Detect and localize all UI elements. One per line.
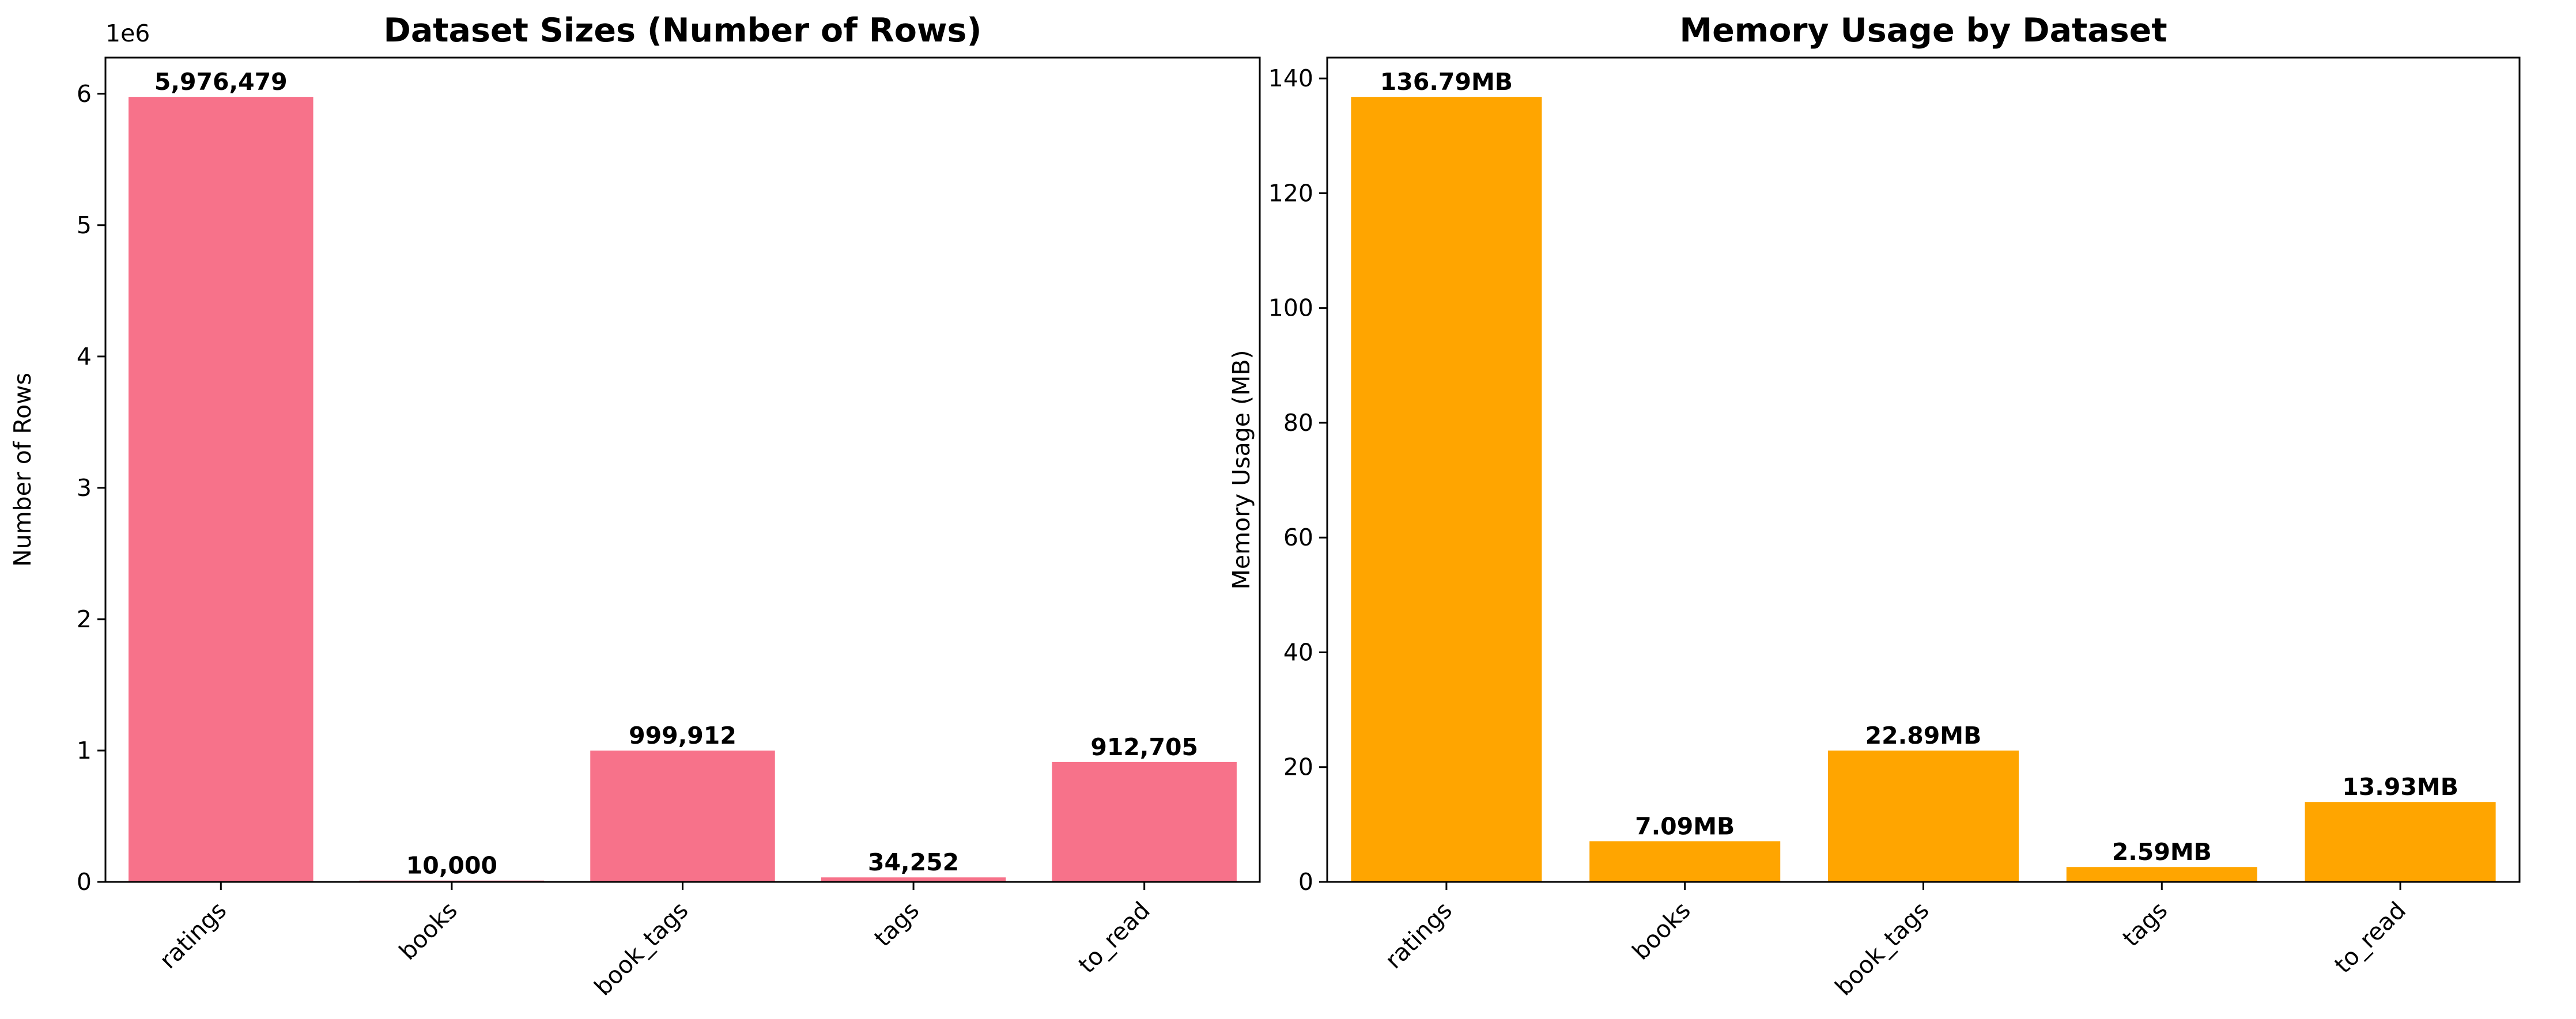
- memory-chart-y-tick-label: 80: [1283, 409, 1313, 437]
- memory-chart-value-label-to_read: 13.93MB: [2342, 773, 2458, 801]
- rows-chart-value-label-ratings: 5,976,479: [154, 68, 288, 96]
- memory-chart-bar-to_read: [2305, 802, 2496, 882]
- memory-chart-bar-ratings: [1351, 97, 1542, 882]
- memory-chart-y-tick-label: 120: [1268, 179, 1313, 207]
- rows-chart-bar-book_tags: [590, 750, 775, 882]
- memory-chart-y-tick-label: 20: [1283, 753, 1313, 781]
- rows-chart-value-label-book_tags: 999,912: [629, 722, 736, 749]
- rows-chart-bar-tags: [821, 877, 1006, 882]
- memory-chart-y-tick-label: 60: [1283, 524, 1313, 551]
- rows-chart-axis-offset-label: 1e6: [105, 20, 150, 47]
- memory-chart-plot-frame: [1326, 56, 2521, 883]
- memory-chart-bar-books: [1589, 841, 1781, 882]
- rows-chart-y-tick-label: 6: [77, 80, 92, 108]
- rows-chart-y-axis-label: Number of Rows: [9, 373, 36, 567]
- memory-chart-bar-book_tags: [1827, 750, 2019, 882]
- memory-chart-value-label-book_tags: 22.89MB: [1865, 722, 1982, 749]
- rows-chart-value-label-to_read: 912,705: [1090, 733, 1198, 761]
- memory-chart-value-label-tags: 2.59MB: [2112, 838, 2212, 866]
- rows-chart-y-tick-label: 1: [77, 737, 92, 764]
- rows-chart-value-label-tags: 34,252: [868, 848, 959, 876]
- rows-chart-value-label-books: 10,000: [406, 852, 497, 880]
- rows-chart-bar-ratings: [129, 97, 313, 882]
- memory-chart-y-tick-label: 0: [1298, 868, 1313, 896]
- memory-chart-y-tick-label: 40: [1283, 638, 1313, 666]
- rows-chart-y-tick-label: 2: [77, 605, 92, 633]
- rows-chart-y-tick-label: 3: [77, 474, 92, 502]
- memory-chart-title: Memory Usage by Dataset: [1679, 12, 2167, 50]
- memory-chart-bar-tags: [2066, 867, 2257, 882]
- rows-chart-bar-to_read: [1052, 762, 1237, 882]
- rows-chart-panel: Dataset Sizes (Number of Rows) Number of…: [9, 12, 1261, 1001]
- rows-chart-plot-frame: [104, 56, 1261, 883]
- rows-chart-y-tick-label: 4: [77, 343, 92, 370]
- rows-chart-y-tick-label: 5: [77, 211, 92, 239]
- memory-chart-value-label-books: 7.09MB: [1635, 812, 1735, 840]
- memory-chart-y-tick-label: 140: [1268, 65, 1313, 92]
- memory-chart-y-axis-label: Memory Usage (MB): [1227, 350, 1255, 589]
- memory-chart-y-tick-label: 100: [1268, 294, 1313, 322]
- rows-chart-y-tick-label: 0: [77, 868, 92, 896]
- memory-chart-value-label-ratings: 136.79MB: [1380, 68, 1513, 96]
- rows-chart-title: Dataset Sizes (Number of Rows): [384, 12, 982, 50]
